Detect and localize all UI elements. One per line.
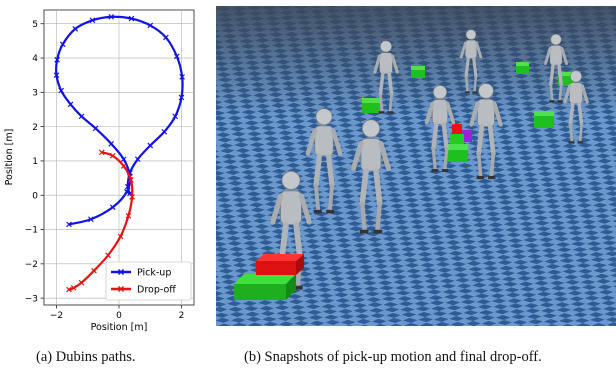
point-pick-up [179,74,185,80]
point-pick-up [109,204,116,211]
green-box [411,66,425,78]
point-pick-up [72,26,79,32]
point-pick-up [59,41,66,48]
box-stack-center [450,124,472,144]
y-tick-label: 0 [32,191,38,201]
legend-label-pick-up: Pick-up [137,268,171,279]
point-pick-up [163,34,169,41]
point-drop-off [70,285,77,291]
caption-a: (a) Dubins paths. [36,349,136,365]
point-pick-up [128,15,135,22]
series-lines [53,14,185,293]
tick-labels: −2 0 2 −3 −2 −1 0 1 2 3 4 5 [25,20,185,321]
point-drop-off [117,233,124,240]
point-pick-up [134,156,141,163]
caption-b: (b) Snapshots of pick-up motion and fina… [244,349,542,365]
point-drop-off [125,212,132,219]
point-pick-up [53,72,60,78]
point-pick-up [124,183,131,190]
point-pick-up [147,22,154,29]
point-drop-off [105,252,111,259]
point-drop-off [98,149,105,156]
legend: Pick-up Drop-off [105,261,192,301]
x-tick-label: −2 [50,311,63,321]
point-pick-up [58,87,65,94]
point-drop-off [128,176,134,183]
y-tick-label: −2 [25,260,38,270]
green-box [362,98,380,113]
point-pick-up [67,101,74,108]
point-pick-up [172,113,179,120]
y-tick-label: 2 [32,123,38,133]
y-tick-label: 5 [32,20,38,30]
x-tick-label: 0 [116,311,122,321]
point-drop-off [109,152,116,159]
legend-label-drop-off: Drop-off [137,285,176,296]
point-pick-up [173,53,180,60]
point-drop-off [120,163,127,169]
point-pick-up [123,188,130,195]
green-box [534,111,554,128]
point-pick-up [108,14,115,20]
point-pick-up [161,128,168,135]
point-drop-off [78,279,85,286]
point-pick-up [88,216,94,223]
legend-entry-pick-up: Pick-up [111,268,171,279]
simulation-snapshot [216,6,616,326]
y-axis-label: Position [m] [4,129,15,186]
point-pick-up [78,113,85,120]
y-tick-label: 4 [32,54,38,64]
point-pick-up [54,56,60,63]
point-pick-up [178,94,185,101]
point-drop-off [129,194,135,200]
legend-entry-drop-off: Drop-off [111,285,176,296]
x-tick-label: 2 [179,311,185,321]
y-tick-label: 3 [32,89,38,99]
point-drop-off [91,267,97,274]
point-drop-off [66,286,72,293]
dubins-path-plot: −2 0 2 −3 −2 −1 0 1 2 3 4 5 Position [m] Position [… [4,9,195,333]
green-box [516,62,529,74]
green-box [446,144,468,162]
y-tick-label: −3 [25,294,38,304]
drop-off-box-stack [234,254,304,300]
y-tick-label: −1 [25,226,38,236]
point-pick-up [89,17,96,24]
y-tick-label: 1 [32,157,38,167]
point-pick-up [66,221,72,228]
point-pick-up [120,156,127,163]
point-pick-up [147,142,154,149]
point-pick-up [92,125,99,132]
x-axis-label: Position [m] [91,322,148,333]
point-pick-up [108,140,115,147]
